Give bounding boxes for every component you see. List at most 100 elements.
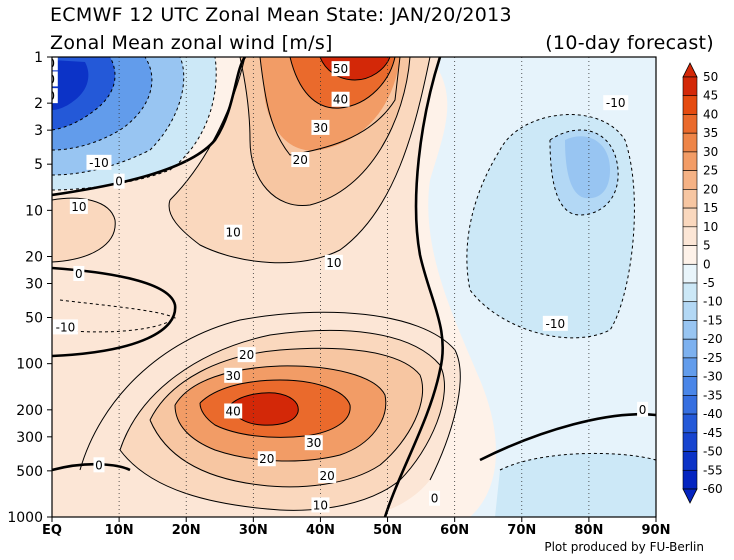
positive-wind-regions (52, 57, 461, 517)
colorbar-label: -25 (703, 351, 723, 365)
positive-contours (52, 57, 461, 511)
x-axis: EQ 10N 20N 30N 40N 50N 60N 70N 80N 90N (42, 517, 670, 538)
contour-label-bg (52, 71, 58, 87)
colorbar-swatch (682, 226, 698, 246)
y-tick-label: 30 (25, 276, 43, 292)
y-axis: 1 2 3 5 10 20 30 50 100 200 300 500 1000 (7, 50, 52, 526)
contour-label-bg (93, 457, 105, 473)
colorbar-swatch (682, 376, 698, 396)
contour-label: 0 (431, 492, 439, 506)
contour-label: -40 (35, 72, 55, 86)
colorbar-label: -60 (703, 482, 723, 496)
contour-label: 0 (115, 175, 123, 189)
y-tick-label: 1 (34, 50, 43, 66)
colorbar-label: 35 (703, 126, 718, 140)
contour-label-bg (257, 451, 276, 467)
contour-label-bg (113, 173, 125, 189)
y-tick-label: 3 (34, 123, 43, 139)
colorbar-swatch (682, 301, 698, 321)
contour-label: -10 (546, 317, 566, 331)
colorbar-label: 0 (703, 257, 711, 271)
colorbar-label: -5 (703, 276, 715, 290)
negative-wind-regions (52, 57, 656, 517)
contour-label-bg (224, 403, 243, 419)
contour-label-bg (224, 224, 243, 240)
contour-label: 20 (239, 348, 254, 362)
contour-label: -50 (35, 89, 55, 103)
colorbar-label: 15 (703, 201, 718, 215)
colorbar-label: -55 (703, 463, 723, 477)
colorbar-label: -30 (703, 370, 723, 384)
colorbar-swatch (682, 76, 698, 97)
x-tick-label: 90N (642, 523, 671, 538)
x-tick-label: 20N (172, 523, 201, 538)
contour-label-bg (324, 254, 343, 270)
contour-label: 10 (71, 200, 86, 214)
contour-label-bg (331, 91, 350, 107)
colorbar-label: -50 (703, 445, 723, 459)
contour-field: 5040302010101000-10-10-10-10-20-30-40-50… (35, 57, 656, 517)
contour-label-bg (311, 119, 330, 135)
colorbar-label: -40 (703, 407, 723, 421)
colorbar-swatch (682, 338, 698, 359)
contour-label-bg (52, 57, 58, 71)
colorbar-label: -20 (703, 332, 723, 346)
y-tick-label: 200 (16, 403, 43, 419)
colorbar-label: 30 (703, 145, 718, 159)
contour-label-bg (637, 401, 649, 417)
contour-label: 30 (226, 369, 241, 383)
contour-label: 0 (95, 458, 103, 472)
contour-label: 10 (226, 226, 241, 240)
colorbar-label: 10 (703, 220, 718, 234)
colorbar-swatch (682, 357, 698, 377)
colorbar-swatch (682, 282, 698, 303)
contour-label: 30 (313, 121, 328, 135)
contour-label-bg (304, 435, 323, 451)
colorbar-swatch (682, 189, 698, 209)
contour-label-bg (603, 95, 629, 111)
contour-label: 0 (75, 267, 83, 281)
colorbar-label: 45 (703, 89, 718, 103)
y-tick-label: 1000 (7, 510, 43, 526)
y-tick-label: 10 (25, 203, 43, 219)
colorbar-swatch (682, 132, 698, 153)
colorbar-swatch (682, 114, 698, 134)
y-tick-label: 5 (34, 157, 43, 173)
colorbar: 50454035302520151050-5-10-15-20-25-30-35… (682, 62, 723, 504)
contour-label: 40 (226, 404, 241, 418)
contour-label: 0 (639, 403, 647, 417)
contour-label: 40 (333, 93, 348, 107)
contour-label-bg (86, 154, 112, 170)
colorbar-swatch (682, 245, 698, 265)
colorbar-swatch (682, 207, 698, 228)
x-tick-label: 80N (574, 523, 603, 538)
colorbar-label: 5 (703, 239, 711, 253)
chart-subtitle: Zonal Mean zonal wind [m/s] (50, 32, 333, 54)
contour-label-bg (73, 265, 85, 281)
colorbar-label: 25 (703, 164, 718, 178)
colorbar-label: -45 (703, 426, 723, 440)
contour-label: 30 (306, 436, 321, 450)
colorbar-label: -10 (703, 295, 723, 309)
colorbar-label: 40 (703, 107, 718, 121)
colorbar-swatch (682, 170, 698, 190)
colorbar-swatch (682, 320, 698, 340)
contour-label-bg (291, 152, 310, 168)
colorbar-label: 50 (703, 70, 718, 84)
contour-label: -10 (56, 320, 76, 334)
forecast-note: (10-day forecast) (545, 32, 714, 54)
colorbar-swatch (682, 469, 698, 490)
colorbar-swatch (682, 151, 698, 171)
colorbar-arrow-bottom (682, 488, 698, 504)
contour-label: 10 (326, 256, 341, 270)
contour-label: -10 (89, 156, 109, 170)
contour-label: 20 (259, 452, 274, 466)
contour-label-bg (69, 198, 88, 214)
x-tick-label: EQ (42, 523, 62, 538)
colorbar-swatch (682, 395, 698, 415)
contour-label-bg (311, 497, 330, 513)
contour-label-bg (237, 347, 256, 363)
x-tick-label: 70N (507, 523, 536, 538)
